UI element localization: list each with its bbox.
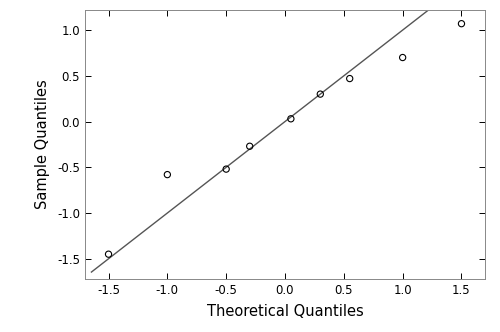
Point <box>398 55 406 60</box>
Y-axis label: Sample Quantiles: Sample Quantiles <box>35 80 50 209</box>
Point <box>346 76 354 81</box>
Point <box>164 172 172 177</box>
Point <box>246 144 254 149</box>
X-axis label: Theoretical Quantiles: Theoretical Quantiles <box>206 304 364 319</box>
Point <box>458 21 466 26</box>
Point <box>287 116 295 122</box>
Point <box>222 166 230 172</box>
Point <box>316 91 324 97</box>
Point <box>104 252 112 257</box>
